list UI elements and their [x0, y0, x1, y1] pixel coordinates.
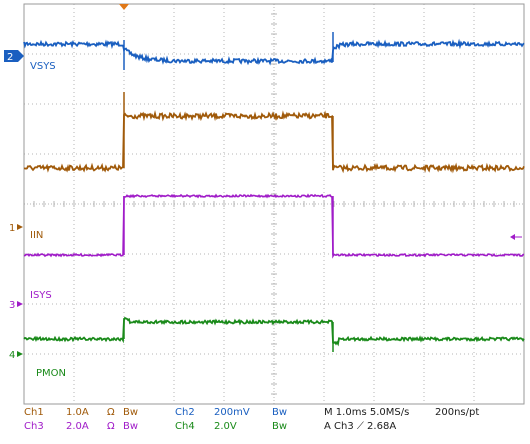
ch2-vsys-trace	[23, 38, 525, 66]
ch4-ground-marker[interactable]: 4	[9, 350, 23, 361]
ch3-ground-marker[interactable]: 3	[9, 300, 23, 311]
ch3-scale: 2.0A	[66, 421, 89, 432]
resolution-readout: 200ns/pt	[435, 407, 479, 418]
graticule	[23, 3, 525, 405]
ch2-label: VSYS	[30, 61, 56, 72]
status-bar: Ch1 1.0A Ω Bw Ch2 200mV Bw M 1.0ms 5.0MS…	[24, 407, 479, 432]
ch1-marker-number: 1	[9, 223, 15, 234]
ch2-scale: 200mV	[214, 407, 250, 418]
ch3-impedance-icon: Ω	[107, 421, 115, 432]
ch4-label: PMON	[36, 368, 66, 379]
ch4-scale: 2.0V	[214, 421, 237, 432]
waveform-traces	[23, 32, 525, 352]
ch3-status-label: Ch3	[24, 421, 44, 432]
ch2-marker-number: 2	[7, 52, 13, 63]
ch3-bandwidth-limit: Bw	[123, 421, 138, 432]
ch3-isys-trace	[23, 193, 525, 259]
timebase-readout: M 1.0ms 5.0MS/s	[324, 407, 409, 418]
ch2-status-label: Ch2	[175, 407, 195, 418]
trigger-position-marker[interactable]	[119, 4, 129, 10]
ch4-marker-number: 4	[9, 350, 15, 361]
ch1-scale: 1.0A	[66, 407, 89, 418]
ch1-status-label: Ch1	[24, 407, 44, 418]
ch1-impedance-icon: Ω	[107, 407, 115, 418]
ch4-bandwidth-limit: Bw	[272, 421, 287, 432]
ch1-label: IIN	[30, 230, 43, 241]
trigger-readout: A Ch3 ⟋ 2.68A	[324, 421, 396, 432]
ch3-marker-number: 3	[9, 300, 15, 311]
ch4-pmon-trace	[23, 316, 525, 347]
ch1-bandwidth-limit: Bw	[123, 407, 138, 418]
ch4-status-label: Ch4	[175, 421, 195, 432]
trigger-level-marker[interactable]	[510, 234, 522, 240]
ch1-ground-marker[interactable]: 1	[9, 223, 23, 234]
ch3-label: ISYS	[30, 290, 52, 301]
ch1-iin-trace	[23, 110, 525, 174]
ch2-ground-marker[interactable]: 2	[4, 50, 24, 63]
ch2-bandwidth-limit: Bw	[272, 407, 287, 418]
